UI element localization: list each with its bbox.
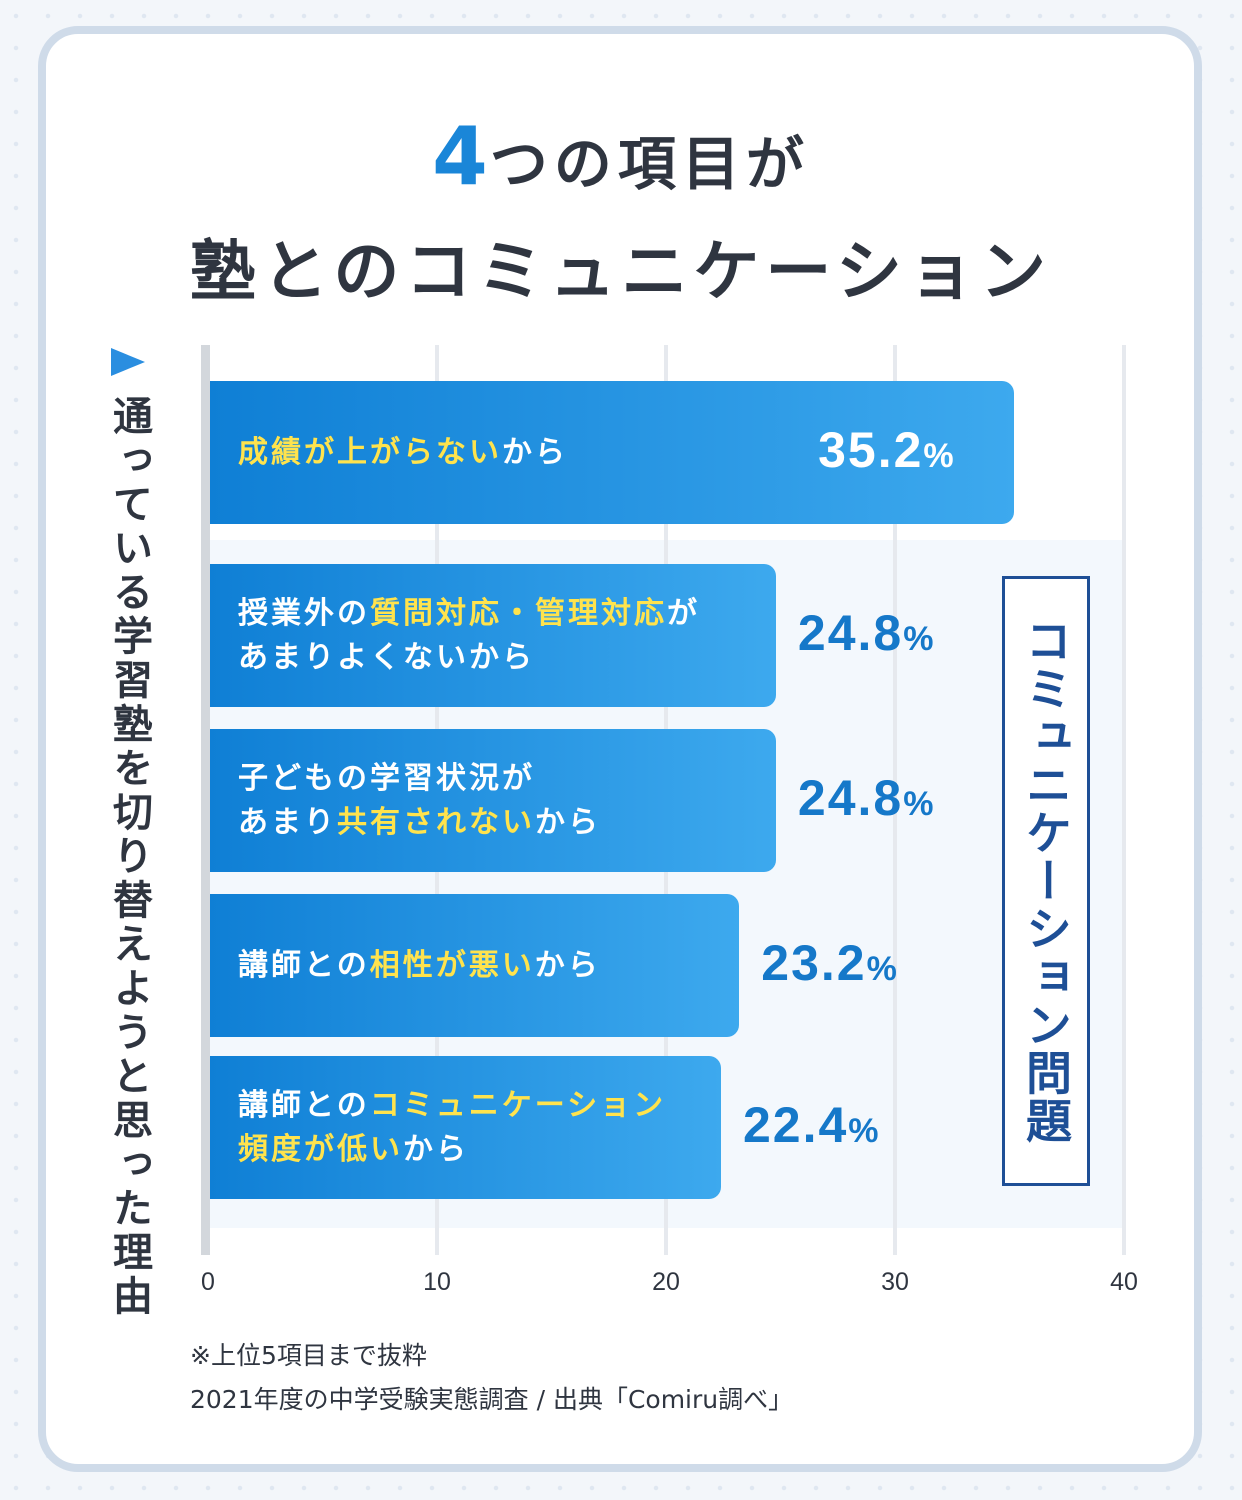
value-label: 24.8% bbox=[798, 604, 934, 662]
communication-group-label: コミュニケーション問題 bbox=[1019, 617, 1073, 1145]
category-label-line: 講師との相性が悪いから bbox=[238, 944, 778, 988]
label-text: あまり bbox=[238, 804, 337, 840]
value-label: 23.2% bbox=[761, 934, 897, 992]
value-number: 23.2 bbox=[761, 935, 867, 991]
category-label: 子どもの学習状況が あまり共有されないから bbox=[238, 729, 778, 872]
y-axis-line bbox=[201, 345, 210, 1255]
category-label-line: 頻度が低いから bbox=[238, 1128, 778, 1172]
category-label: 講師とのコミュニケーション 頻度が低いから bbox=[238, 1056, 778, 1199]
x-tick-label: 40 bbox=[1110, 1268, 1138, 1296]
value-unit: % bbox=[866, 950, 897, 988]
highlighted-text: 共有されない bbox=[337, 804, 535, 840]
source-note: 2021年度の中学受験実態調査 / 出典「Comiru調べ」 bbox=[190, 1385, 794, 1414]
bar bbox=[210, 1056, 721, 1199]
label-text: 講師との bbox=[238, 947, 370, 983]
category-label-line: あまりよくないから bbox=[238, 636, 778, 680]
value-number: 24.8 bbox=[797, 605, 904, 661]
value-label: 35.2% bbox=[818, 421, 954, 479]
label-text: 講師との bbox=[238, 1087, 370, 1123]
value-number: 24.8 bbox=[797, 770, 904, 826]
category-label: 授業外の質問対応・管理対応が あまりよくないから bbox=[238, 564, 778, 707]
bar bbox=[210, 381, 1015, 524]
x-tick-label: 30 bbox=[881, 1268, 909, 1296]
label-text: 授業外の bbox=[238, 595, 370, 631]
title-line-1: 4つの項目が bbox=[0, 110, 1242, 203]
title-line-1-text: つの項目が bbox=[489, 130, 810, 198]
bar bbox=[210, 894, 740, 1037]
value-label: 24.8% bbox=[798, 769, 934, 827]
footnote: ※上位5項目まで抜粋 bbox=[190, 1341, 427, 1370]
highlighted-text: 質問対応・管理対応 bbox=[370, 595, 667, 631]
x-tick-label: 10 bbox=[423, 1268, 451, 1296]
highlighted-text: 頻度が低い bbox=[238, 1131, 403, 1167]
label-text: あまりよくないから bbox=[238, 639, 535, 675]
value-label: 22.4% bbox=[743, 1096, 879, 1154]
category-label-line: あまり共有されないから bbox=[238, 801, 778, 845]
category-label: 成績が上がらないから bbox=[238, 381, 778, 524]
label-text: が bbox=[667, 595, 700, 631]
value-number: 22.4 bbox=[742, 1097, 849, 1153]
label-text: から bbox=[502, 434, 568, 470]
value-unit: % bbox=[903, 620, 934, 658]
value-unit: % bbox=[848, 1112, 879, 1150]
triangle-arrow-icon bbox=[111, 348, 145, 376]
communication-group-box: コミュニケーション問題 bbox=[1002, 576, 1090, 1186]
category-label-line: 子どもの学習状況が bbox=[238, 757, 778, 801]
bar bbox=[210, 564, 776, 707]
value-number: 35.2 bbox=[818, 422, 924, 478]
label-text: 子どもの学習状況が bbox=[238, 760, 535, 796]
title-number: 4 bbox=[432, 110, 490, 203]
x-tick-label: 20 bbox=[652, 1268, 680, 1296]
category-label-line: 授業外の質問対応・管理対応が bbox=[238, 592, 778, 636]
category-label-line: 成績が上がらないから bbox=[238, 431, 778, 475]
title-line-2: 塾とのコミュニケーション bbox=[189, 233, 1053, 310]
y-axis-label: 通っている学習塾を切り替えようと思った理由 bbox=[106, 395, 152, 1319]
x-tick-label: 0 bbox=[201, 1268, 215, 1296]
gridline bbox=[1122, 345, 1126, 1255]
label-text: から bbox=[403, 1131, 469, 1167]
label-text: から bbox=[534, 947, 601, 983]
category-label: 講師との相性が悪いから bbox=[238, 894, 778, 1037]
highlighted-text: 成績が上がらない bbox=[238, 434, 502, 470]
category-label-line: 講師とのコミュニケーション bbox=[238, 1084, 778, 1128]
gridline bbox=[893, 345, 897, 1255]
value-unit: % bbox=[923, 437, 954, 475]
label-text: から bbox=[535, 804, 601, 840]
highlighted-text: 相性が悪い bbox=[369, 947, 535, 983]
value-unit: % bbox=[903, 785, 934, 823]
bar bbox=[210, 729, 776, 872]
highlighted-text: コミュニケーション bbox=[369, 1087, 667, 1123]
